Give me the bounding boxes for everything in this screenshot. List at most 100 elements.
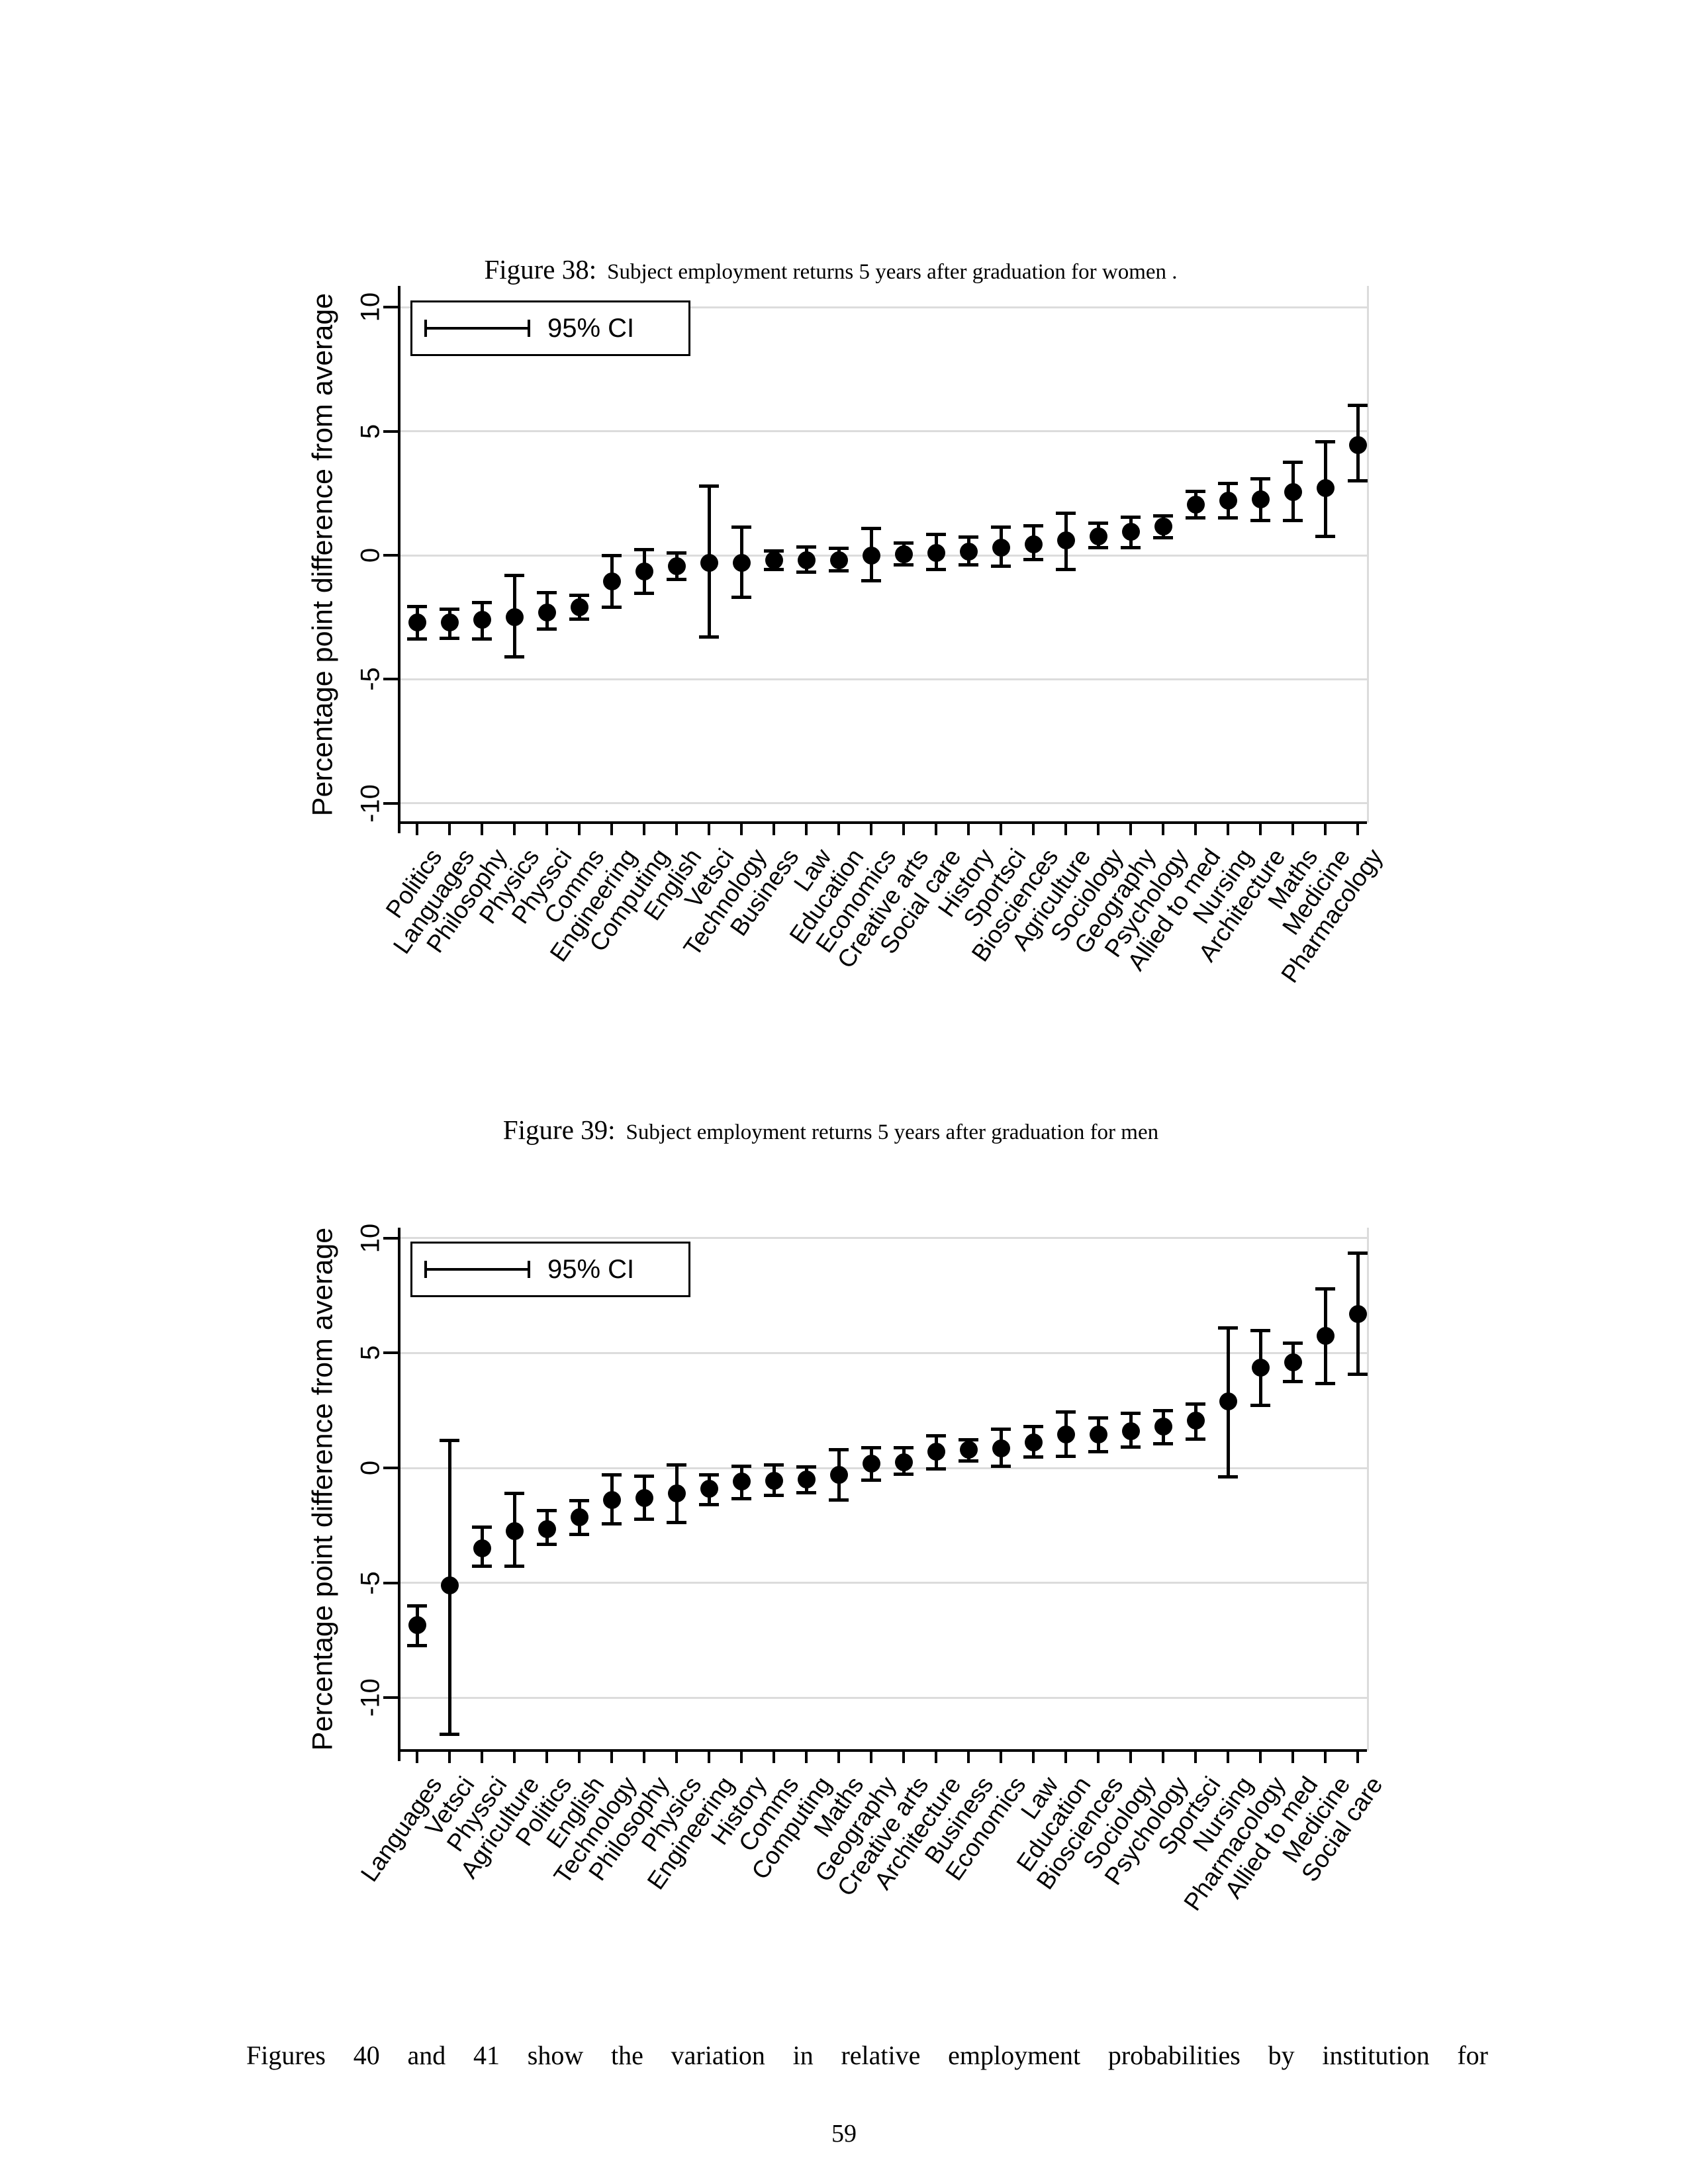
y-tick (383, 1351, 398, 1355)
point-marker (635, 1488, 653, 1507)
error-bar-cap-bottom (1153, 535, 1173, 539)
point-marker (538, 603, 556, 621)
x-tick (545, 1752, 548, 1763)
x-tick (416, 1752, 418, 1763)
error-bar-cap-top (1348, 404, 1368, 408)
x-tick (1097, 824, 1100, 835)
error-bar-cap-top (731, 1464, 751, 1468)
error-bar-cap-top (959, 535, 978, 539)
x-tick (643, 824, 645, 835)
error-bar-cap-bottom (1348, 478, 1368, 482)
y-gridline (400, 430, 1367, 433)
error-bar-cap-bottom (1186, 516, 1205, 520)
page-number: 59 (831, 2120, 857, 2148)
error-bar-cap-top (1283, 461, 1303, 465)
y-tick (383, 1581, 398, 1584)
point-marker (765, 1471, 783, 1490)
point-marker (1251, 1359, 1270, 1377)
error-bar-cap-bottom (440, 636, 459, 640)
error-bar-cap-bottom (1218, 1475, 1238, 1479)
x-axis-line (398, 1749, 1367, 1752)
y-axis-line (398, 1228, 400, 1761)
error-bar-cap-top (1121, 1411, 1141, 1415)
point-marker (602, 572, 621, 590)
point-marker (1121, 522, 1140, 541)
y-tick-label: 10 (355, 1223, 385, 1253)
y-axis-title: Percentage point difference from average (306, 1227, 339, 1751)
x-tick (870, 1752, 872, 1763)
error-bar-cap-bottom (959, 563, 978, 567)
error-bar-cap-bottom (537, 627, 557, 631)
error-bar-cap-top (764, 549, 784, 553)
error-bar-cap-bottom (1153, 1441, 1173, 1445)
error-bar-cap-top (1153, 1409, 1173, 1413)
y-tick (383, 1467, 398, 1469)
x-tick (708, 824, 710, 835)
x-tick (1227, 824, 1229, 835)
error-bar-cap-top (1315, 439, 1335, 443)
point-marker (1284, 1353, 1302, 1371)
y-tick (383, 801, 398, 805)
point-marker (797, 551, 816, 569)
point-marker (440, 613, 459, 631)
x-tick (1097, 1752, 1100, 1763)
ci-errorbar-icon (424, 1259, 530, 1279)
error-bar-cap-bottom (699, 635, 719, 639)
point-marker (667, 1484, 686, 1502)
x-tick (643, 1752, 645, 1763)
error-bar-cap-top (699, 1473, 719, 1477)
error-bar-cap-bottom (764, 1493, 784, 1497)
x-tick (1356, 1752, 1359, 1763)
error-bar-cap-top (1315, 1287, 1335, 1291)
y-gridline (400, 1582, 1367, 1584)
point-marker (538, 1520, 556, 1538)
x-tick (837, 824, 840, 835)
y-tick (383, 678, 398, 681)
error-bar-cap-top (440, 607, 459, 611)
error-bar-cap-top (1121, 515, 1141, 519)
error-bar-cap-top (1088, 522, 1108, 525)
point-marker (1056, 1426, 1075, 1444)
point-marker (829, 1465, 848, 1484)
x-tick (416, 824, 418, 835)
error-bar-cap-bottom (894, 563, 914, 567)
y-tick-label: 5 (355, 424, 385, 439)
error-bar-cap-top (1056, 1410, 1076, 1414)
error-bar-cap-top (861, 526, 881, 530)
error-bar-cap-bottom (926, 1467, 946, 1471)
x-tick (935, 1752, 937, 1763)
point-marker (927, 1443, 945, 1461)
point-marker (1089, 527, 1107, 546)
error-bar-cap-bottom (569, 617, 589, 621)
point-marker (992, 539, 1010, 557)
point-marker (1316, 479, 1335, 498)
y-tick (383, 306, 398, 309)
error-bar-cap-bottom (991, 1465, 1011, 1469)
error-bar-cap-top (472, 601, 492, 605)
point-marker (1186, 1412, 1205, 1430)
point-marker (894, 545, 913, 563)
point-marker (408, 1616, 426, 1635)
y-tick-label: -5 (355, 1570, 385, 1595)
error-bar-cap-top (796, 545, 816, 549)
x-tick (805, 824, 808, 835)
error-bar-cap-bottom (602, 1522, 622, 1526)
y-tick (383, 1236, 398, 1240)
x-tick (935, 824, 937, 835)
error-bar-cap-top (764, 1463, 784, 1467)
x-tick (1162, 824, 1164, 835)
error-bar-cap-bottom (796, 570, 816, 574)
error-bar-cap-top (1088, 1416, 1108, 1420)
error-bar-cap-bottom (1315, 1382, 1335, 1386)
error-bar-cap-bottom (699, 1502, 719, 1506)
y-tick (383, 554, 398, 557)
x-tick (1259, 1752, 1262, 1763)
error-bar-cap-bottom (926, 568, 946, 572)
figure-38-caption-text: Subject employment returns 5 years after… (607, 260, 1178, 284)
point-marker (1186, 495, 1205, 514)
error-bar-cap-top (602, 554, 622, 557)
point-marker (1154, 518, 1172, 536)
ci-errorbar-icon (424, 318, 530, 338)
error-bar-cap-top (991, 525, 1011, 529)
error-bar-cap-bottom (504, 655, 524, 659)
